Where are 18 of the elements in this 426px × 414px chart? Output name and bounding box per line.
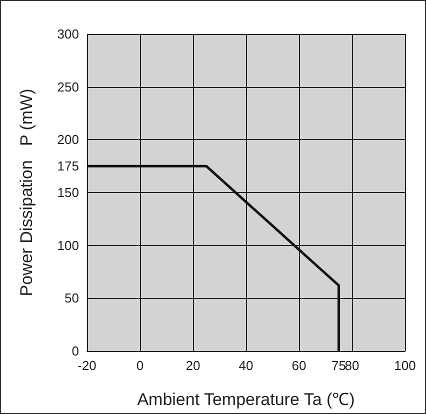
x-tick-label: 100	[394, 358, 416, 373]
x-tick-label: 20	[186, 358, 200, 373]
x-tick-label: 80	[344, 358, 360, 373]
y-tick-label: 100	[57, 238, 79, 253]
y-axis-title: Power Dissipation P (mW)	[17, 88, 36, 296]
y-tick-label: 150	[57, 185, 79, 200]
x-tick-label: 40	[238, 358, 254, 373]
y-tick-label: 50	[64, 290, 79, 306]
x-tick-label: 0	[136, 358, 144, 373]
y-tick-label: 0	[72, 344, 79, 358]
y-tick-label: 300	[57, 26, 79, 42]
x-tick-label: 60	[292, 358, 306, 373]
y-tick-label: 200	[57, 132, 79, 148]
y-tick-label: 250	[57, 79, 79, 94]
y-tick-label: 175	[57, 158, 79, 174]
x-tick-label: -20	[78, 358, 96, 373]
x-axis-title: Ambient Temperature Ta (℃)	[137, 390, 355, 409]
x-tick-label: 75	[332, 358, 346, 373]
